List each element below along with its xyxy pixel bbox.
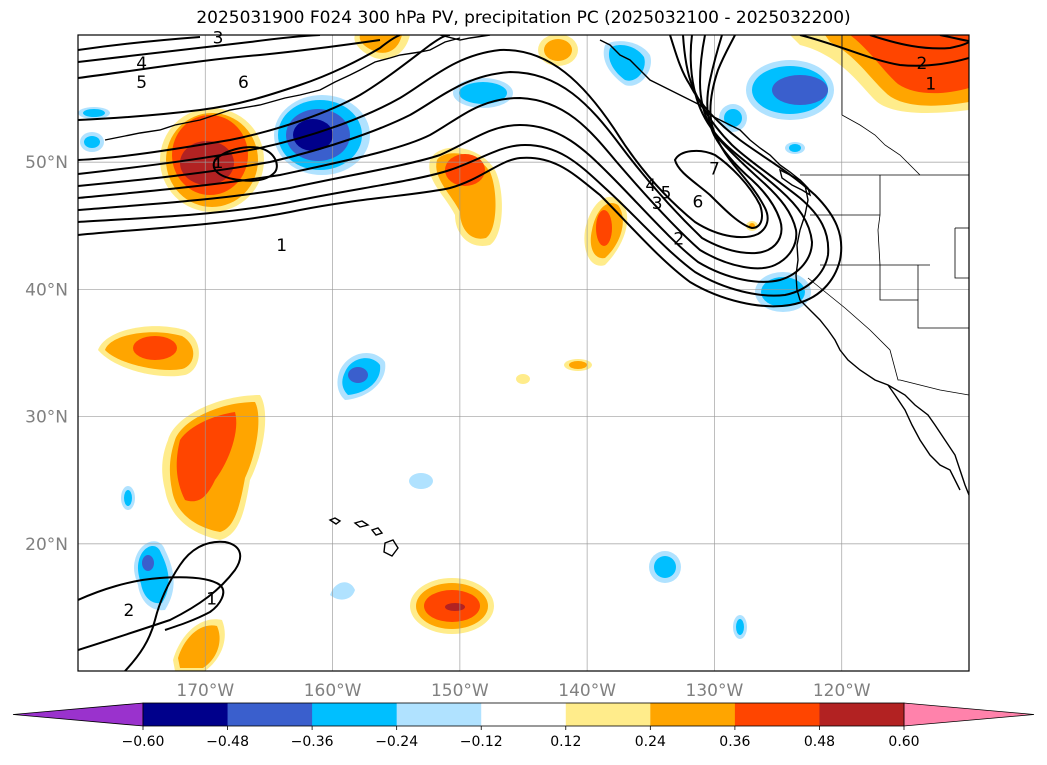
colorbar-tick-label: −0.60 [122, 734, 165, 750]
precip-anomaly-negative [274, 95, 370, 175]
pv-contour-label: 1 [276, 236, 287, 256]
colorbar-swatch [396, 703, 482, 726]
colorbar-tick-label: −0.48 [206, 734, 249, 750]
pv-contour-label: 1 [206, 589, 217, 609]
pv-contour-label: 7 [709, 160, 720, 180]
pv-contour-label: 2 [916, 54, 927, 74]
pv-contour-label: 3 [652, 194, 663, 214]
pv-contour-label: 6 [238, 73, 249, 93]
lon-tick-label: 150°W [431, 681, 489, 701]
pv-contour-label: 4 [645, 176, 656, 196]
colorbar-tick-label: 0.36 [719, 734, 750, 750]
colorbar-extend-max [903, 702, 1035, 727]
colorbar-tick-label: 0.48 [804, 734, 835, 750]
precip-anomaly-positive [160, 108, 264, 212]
colorbar-outline [142, 702, 905, 727]
precip-anomaly-positive [584, 196, 628, 266]
longitude-labels: 170°W 160°W 150°W 140°W 130°W 120°W [176, 681, 870, 701]
precip-anomaly-negative [337, 352, 386, 400]
lon-tick-label: 130°W [686, 681, 744, 701]
colorbar-swatch [312, 703, 398, 726]
colorbar: −0.60 −0.48 −0.36 −0.24 −0.12 0.12 0.24 0.36 0.4… [12, 702, 1035, 750]
colorbar-swatch [734, 703, 820, 726]
colorbar-swatch [819, 703, 905, 726]
pv-contour-label: 2 [673, 230, 684, 250]
colorbar-swatch [227, 703, 313, 726]
pv-contour-label: 4 [136, 54, 147, 74]
precip-anomaly-positive [790, 35, 969, 113]
lat-tick-label: 50°N [25, 153, 68, 173]
pv-contour-label: 5 [136, 73, 147, 93]
latitude-labels: 20°N 30°N 40°N 50°N [25, 153, 68, 555]
colorbar-swatch [565, 703, 651, 726]
precip-anomaly-positive [162, 395, 266, 540]
colorbar-tick-label: −0.24 [375, 734, 418, 750]
colorbar-swatch [650, 703, 736, 726]
colorbar-tick-label: −0.36 [291, 734, 334, 750]
pv-contour-label: 5 [661, 184, 672, 204]
pv-contour-label: 3 [213, 29, 224, 49]
colorbar-tick-label: 0.24 [635, 734, 666, 750]
colorbar-extend-min [12, 702, 144, 727]
chart-title: 2025031900 F024 300 hPa PV, precipitatio… [196, 8, 851, 28]
colorbar-tick-label: 0.12 [550, 734, 581, 750]
precipitation-field [78, 35, 969, 671]
lon-tick-label: 120°W [813, 681, 871, 701]
colorbar-swatch [481, 703, 567, 726]
precip-anomaly-negative [134, 541, 174, 611]
pv-contour-label: 1 [213, 153, 224, 173]
political-borders [800, 35, 969, 396]
pv-contour-label: 6 [692, 193, 703, 213]
colorbar-tick-label: 0.60 [888, 734, 919, 750]
precip-anomaly-negative [746, 60, 834, 120]
map-frame [77, 34, 970, 672]
colorbar-swatch [143, 703, 229, 726]
colorbar-tick-label: −0.12 [460, 734, 503, 750]
lon-tick-label: 160°W [304, 681, 362, 701]
pv-contour-label: 2 [124, 601, 135, 621]
lon-tick-label: 170°W [176, 681, 234, 701]
pv-contours [78, 35, 969, 671]
precip-anomaly-positive [98, 326, 199, 377]
lon-tick-label: 140°W [558, 681, 616, 701]
pv-contour-label: 1 [925, 74, 936, 94]
precip-anomaly-positive [410, 578, 494, 634]
lat-tick-label: 20°N [25, 535, 68, 555]
lat-tick-label: 40°N [25, 280, 68, 300]
lat-tick-label: 30°N [25, 408, 68, 428]
gridlines [78, 35, 969, 671]
